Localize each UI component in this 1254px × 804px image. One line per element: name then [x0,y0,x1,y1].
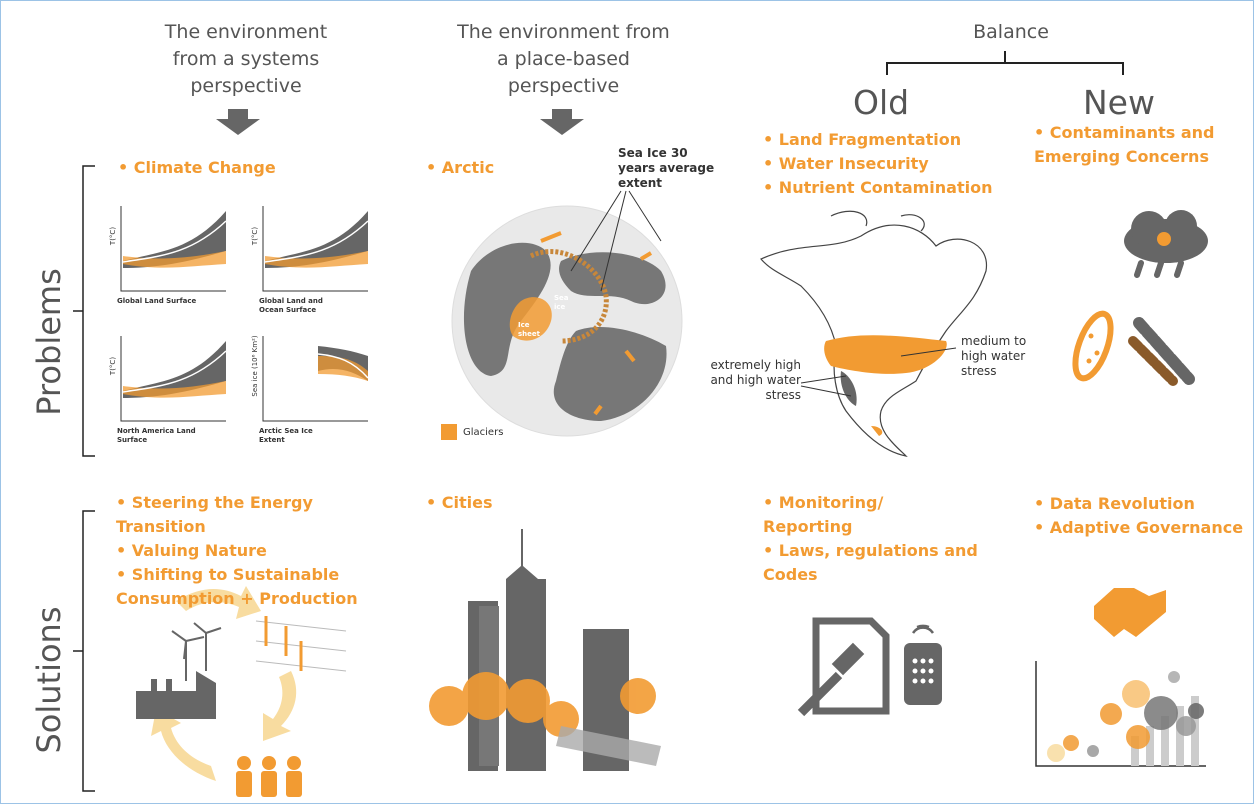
bullet-item: • Shifting to Sustainable Consumption + … [116,563,406,611]
bullet-item: • Contaminants and Emerging Concerns [1034,121,1224,169]
bullet-list: • Climate Change [118,156,276,180]
callout: Sea Ice 30 years average extent [618,146,728,191]
column-heading: Balance [951,19,1071,46]
problems-bracket [73,166,95,456]
bullet-item: • Monitoring/ Reporting [763,491,978,539]
bullet-item: • Arctic [426,156,494,180]
column-heading: The environment from a systems perspecti… [146,19,346,100]
map-label: Ice sheet [518,321,546,339]
bullet-list: • Monitoring/ Reporting• Laws, regulatio… [763,491,978,587]
mini-axis-label: T(°C) [109,227,117,246]
column-heading: Old [853,83,909,122]
bullet-item: • Land Fragmentation [763,128,1003,152]
bullet-list: • Steering the Energy Transition• Valuin… [116,491,406,611]
mini-axis-label: Sea ice (10⁶ Km²) [251,335,259,396]
mini-axis [263,336,368,421]
map-label: Sea ice [554,294,579,312]
bullet-list: • Arctic [426,156,494,180]
legend-label: Glaciers [463,425,503,440]
chart-caption: Global Land Surface [117,297,197,306]
row-label: Solutions [30,570,68,790]
solutions-bracket [73,511,95,791]
infographic: T(°C) T(°C) T(°C) Sea ice (10⁶ Km²) [0,0,1254,804]
bullet-item: • Water Insecurity [763,152,1003,176]
bullet-list: • Land Fragmentation• Water Insecurity• … [763,128,1003,200]
governance-icons [1036,588,1206,766]
bullet-item: • Steering the Energy Transition [116,491,406,539]
map-label: extremely high and high water stress [701,358,801,403]
regulation-icons [801,621,942,713]
column-heading: New [1083,83,1155,122]
bullet-item: • Data Revolution [1034,492,1249,516]
chart-caption: Arctic Sea Ice Extent [259,427,339,445]
mini-axis-label: T(°C) [109,357,117,376]
map-label: medium to high water stress [961,334,1051,379]
bullet-item: • Cities [426,491,493,515]
column-heading: The environment from a place-based persp… [456,19,671,100]
bullet-list: • Contaminants and Emerging Concerns [1034,121,1224,169]
bullet-item: • Climate Change [118,156,276,180]
bullet-item: • Nutrient Contamination [763,176,1003,200]
city [429,529,661,771]
bullet-item: • Adaptive Governance [1034,516,1249,540]
balance-bracket [887,51,1123,75]
mini-axis-label: T(°C) [251,227,259,246]
water-stress-map [761,211,986,456]
bullet-item: • Laws, regulations and Codes [763,539,978,587]
chart-caption: North America Land Surface [117,427,197,445]
bullet-list: • Data Revolution• Adaptive Governance [1034,492,1249,540]
contaminant-icons [1068,210,1208,383]
down-arrow [540,109,584,135]
bullet-list: • Cities [426,491,493,515]
row-label: Problems [30,232,68,452]
chart-caption: Global Land and Ocean Surface [259,297,339,315]
arctic-globe [441,191,682,440]
bullet-item: • Valuing Nature [116,539,406,563]
energy-cycle [136,586,346,797]
down-arrow [216,109,260,135]
